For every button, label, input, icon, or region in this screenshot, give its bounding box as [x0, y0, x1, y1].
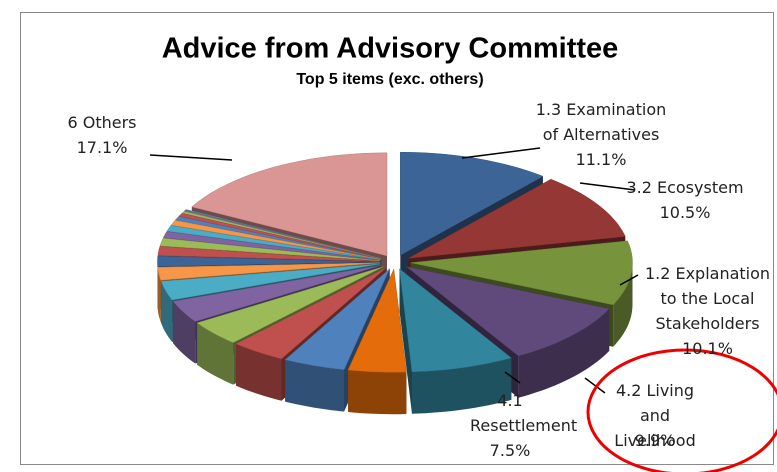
slice-side	[399, 268, 412, 414]
slice	[400, 151, 544, 256]
value-label: 11.1%	[575, 150, 627, 169]
slice	[399, 268, 512, 372]
slice	[408, 179, 626, 259]
leader-line	[461, 147, 541, 159]
slice-side	[518, 308, 610, 398]
leader-line	[584, 377, 606, 394]
leader-line	[149, 154, 233, 161]
slice	[191, 152, 388, 257]
slice	[157, 262, 380, 281]
slice	[159, 237, 380, 261]
leader-line	[619, 274, 639, 286]
leader-line	[504, 371, 521, 384]
slice	[284, 268, 390, 370]
slice-label: 1.2 Explanation to the Local Stakeholder…	[644, 264, 771, 333]
highlight-circle	[586, 348, 777, 472]
slice-side	[348, 370, 407, 415]
pie	[157, 151, 633, 415]
slice-label: 4.1 Resettlement	[470, 391, 578, 435]
value-label: 10.5%	[659, 203, 711, 222]
slice-label: 6 Others	[67, 113, 137, 132]
slice	[235, 267, 387, 360]
slice-side	[173, 301, 196, 364]
slice	[178, 213, 382, 260]
chart-subtitle: Top 5 items (exc. others)	[296, 71, 483, 88]
slice-side	[157, 267, 161, 323]
slice-label: 4.2 Living and Livelihood	[614, 381, 696, 450]
slice-side	[412, 357, 512, 414]
slice	[160, 263, 381, 301]
slice	[162, 231, 380, 261]
slice-label: 1.3 Examination of Alternatives	[535, 100, 667, 144]
slice-side	[236, 343, 282, 401]
slice	[170, 220, 381, 260]
slice	[406, 266, 610, 357]
value-label: 17.1%	[76, 138, 128, 157]
slice	[172, 265, 382, 322]
slice	[174, 216, 381, 260]
slice	[157, 255, 380, 267]
value-label: 7.5%	[489, 441, 531, 460]
slice-side	[197, 322, 234, 385]
leader-lines	[149, 147, 639, 394]
slice	[347, 268, 407, 373]
leader-line	[579, 182, 636, 191]
slice	[196, 266, 384, 343]
value-label: 9.9%	[634, 431, 676, 450]
chart-title: Advice from Advisory Committee	[162, 33, 619, 65]
slice-side	[613, 262, 633, 347]
slice	[410, 240, 633, 306]
slice	[166, 225, 381, 261]
slice-label: 3.2 Ecosystem	[626, 178, 744, 197]
slice-side	[285, 359, 344, 412]
slice	[157, 246, 380, 262]
value-label: 10.1%	[682, 339, 733, 358]
